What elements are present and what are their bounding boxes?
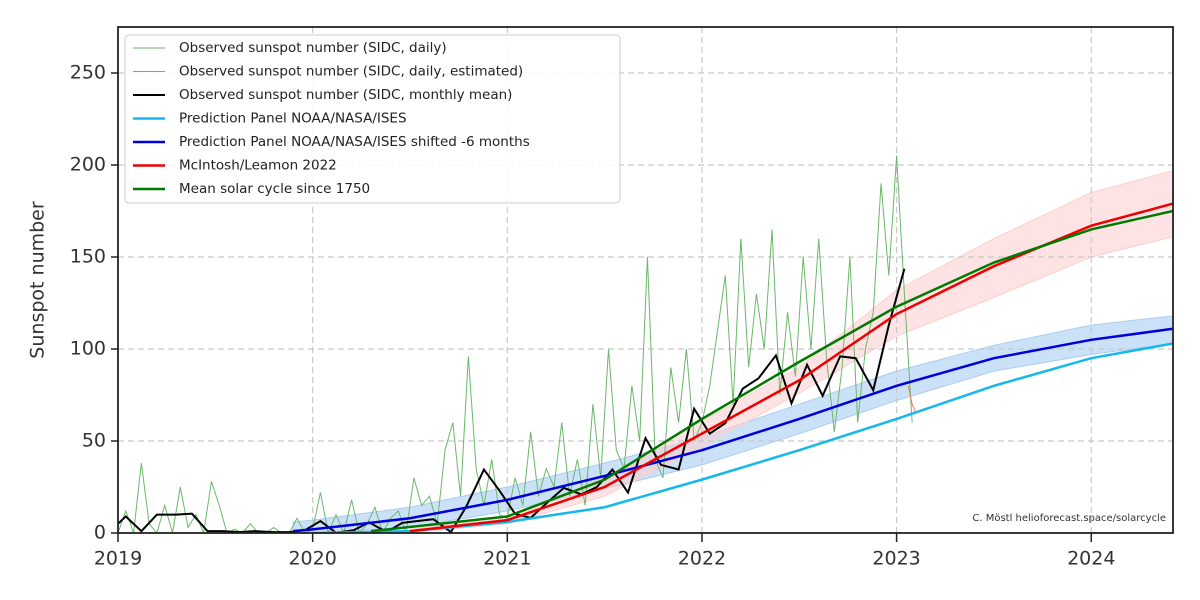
y-tick-label: 250 (70, 62, 106, 84)
y-tick-label: 100 (70, 338, 106, 360)
legend-label: Observed sunspot number (SIDC, daily, es… (179, 64, 523, 80)
series-line (370, 209, 1173, 533)
x-tick-label: 2023 (872, 548, 920, 570)
series-line (118, 155, 913, 533)
series-line (907, 385, 917, 414)
legend-label: McIntosh/Leamon 2022 (179, 158, 337, 174)
x-tick-label: 2019 (94, 548, 142, 570)
legend-label: Prediction Panel NOAA/NASA/ISES shifted … (179, 134, 530, 150)
plot-frame (117, 26, 1174, 534)
annotation: C. Möstl helioforecast.space/solarcycle (972, 513, 1166, 524)
y-tick-label: 200 (70, 154, 106, 176)
x-tick-label: 2021 (483, 548, 531, 570)
legend-label: Prediction Panel NOAA/NASA/ISES (179, 111, 407, 127)
x-tick-label: 2022 (678, 548, 726, 570)
legend-box (124, 34, 621, 204)
x-tick-label: 2020 (288, 548, 336, 570)
y-axis-label: Sunspot number (27, 201, 49, 359)
x-tick-label: 2024 (1067, 548, 1115, 570)
y-tick-label: 150 (70, 246, 106, 268)
y-tick-label: 50 (82, 430, 106, 452)
legend-label: Observed sunspot number (SIDC, monthly m… (179, 87, 512, 103)
series-line (118, 268, 906, 533)
legend-label: Observed sunspot number (SIDC, daily) (179, 40, 447, 56)
legend-label: Mean solar cycle since 1750 (179, 181, 370, 197)
series-line (293, 327, 1173, 533)
y-tick-label: 0 (94, 522, 106, 544)
